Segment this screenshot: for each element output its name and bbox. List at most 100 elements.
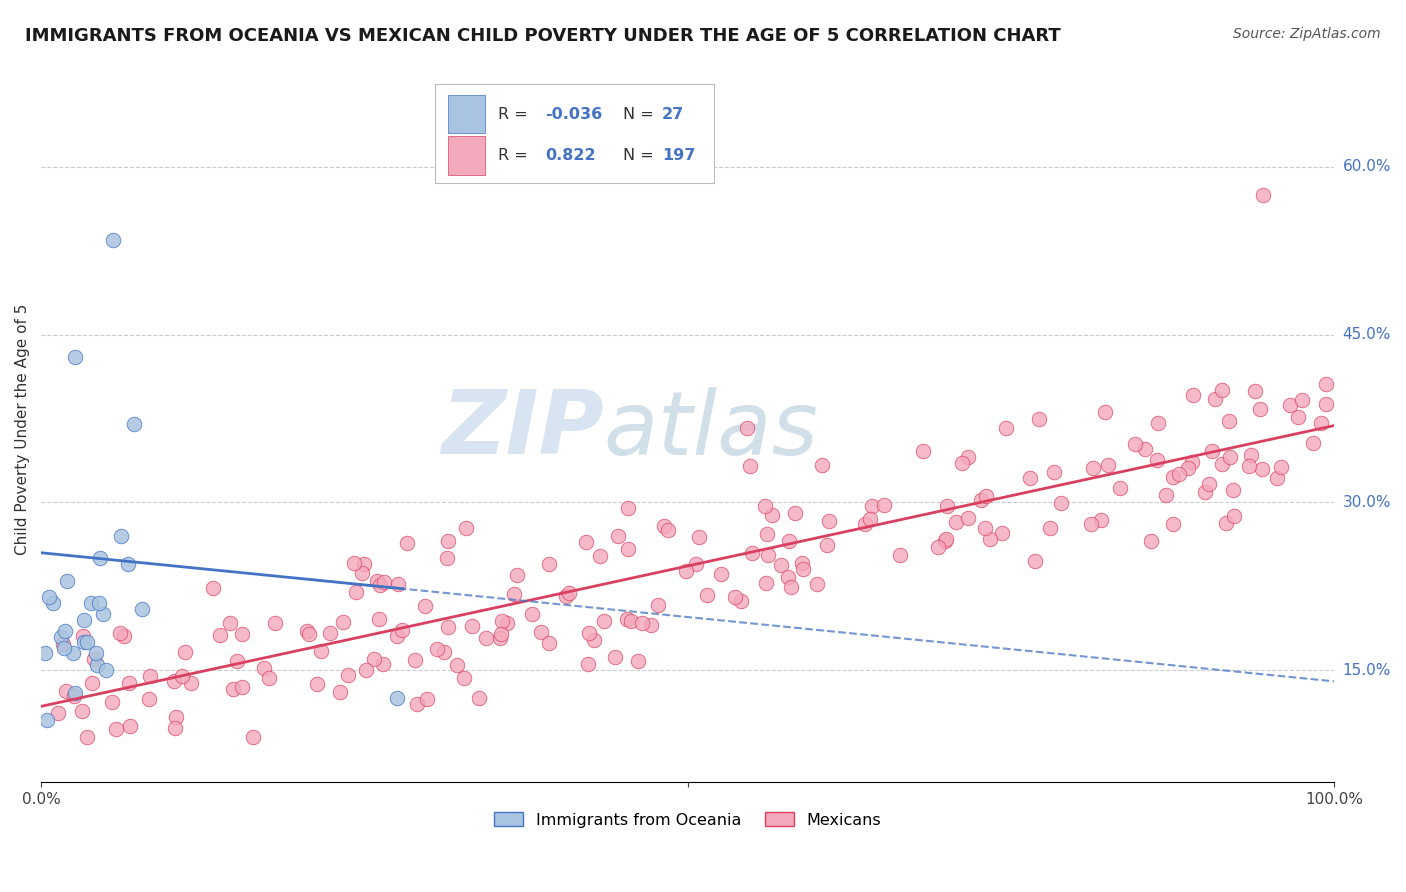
Point (436, 550, 458, 565)
Point (72, 629, 94, 643)
Point (1080, 517, 1102, 532)
Point (231, 680, 253, 694)
Point (112, 629, 135, 643)
Point (52, 637, 75, 651)
Point (413, 599, 436, 613)
Point (815, 538, 838, 552)
FancyBboxPatch shape (436, 85, 713, 183)
Point (756, 548, 779, 562)
Point (1161, 470, 1184, 484)
Point (108, 625, 131, 640)
Point (927, 541, 949, 555)
Point (80, 676, 103, 690)
Point (366, 574, 388, 589)
Point (755, 576, 778, 591)
FancyBboxPatch shape (449, 136, 485, 175)
Point (454, 521, 477, 535)
Point (853, 517, 876, 532)
Point (979, 532, 1001, 546)
Point (242, 731, 264, 745)
Point (950, 456, 973, 470)
Point (1211, 384, 1233, 398)
Point (42, 596, 65, 610)
Point (174, 645, 197, 659)
Point (73, 613, 96, 627)
Point (1244, 384, 1267, 398)
Point (461, 619, 484, 633)
Point (89, 551, 111, 566)
FancyBboxPatch shape (449, 95, 485, 134)
Point (737, 421, 759, 435)
Point (1108, 481, 1130, 495)
Point (934, 534, 956, 549)
Text: N =: N = (623, 106, 659, 121)
Point (91, 607, 114, 622)
Text: IMMIGRANTS FROM OCEANIA VS MEXICAN CHILD POVERTY UNDER THE AGE OF 5 CORRELATION : IMMIGRANTS FROM OCEANIA VS MEXICAN CHILD… (25, 27, 1062, 45)
Point (1291, 392, 1313, 407)
Point (343, 556, 366, 570)
Point (1215, 516, 1237, 530)
Point (936, 500, 959, 514)
Point (582, 632, 605, 647)
Point (165, 721, 187, 735)
Point (117, 557, 139, 571)
Point (974, 520, 997, 534)
Point (396, 535, 419, 549)
Point (1223, 508, 1246, 523)
Point (202, 581, 225, 595)
Point (263, 616, 285, 631)
Point (416, 692, 439, 706)
Point (785, 506, 807, 520)
Point (453, 671, 475, 685)
Point (1180, 455, 1202, 469)
Point (307, 677, 329, 691)
Point (558, 586, 581, 600)
Point (332, 615, 354, 630)
Point (35, 714, 58, 728)
Point (89, 596, 111, 610)
Point (935, 532, 957, 546)
Point (1222, 483, 1244, 497)
Point (138, 691, 160, 706)
Point (354, 663, 377, 677)
Point (1315, 377, 1337, 392)
Point (603, 650, 626, 665)
Point (353, 557, 375, 571)
Point (710, 567, 733, 582)
Point (1049, 495, 1071, 509)
Point (226, 654, 249, 668)
Point (76, 635, 98, 649)
Point (1024, 554, 1046, 568)
Point (1028, 411, 1050, 425)
Point (806, 576, 828, 591)
Point (554, 590, 576, 604)
Point (607, 529, 630, 543)
Text: -0.036: -0.036 (546, 106, 603, 121)
Point (122, 417, 145, 431)
Point (627, 654, 650, 668)
Point (1147, 416, 1170, 430)
Point (1286, 410, 1309, 425)
Point (488, 632, 510, 646)
Point (110, 529, 132, 543)
Point (84, 647, 107, 661)
Point (436, 620, 458, 634)
Point (589, 549, 612, 564)
Point (371, 657, 394, 672)
Point (180, 675, 202, 690)
Point (1097, 458, 1119, 472)
Point (945, 515, 967, 529)
Point (222, 681, 245, 696)
Point (974, 489, 997, 503)
Point (631, 615, 654, 630)
Point (65, 350, 87, 364)
Point (538, 636, 561, 650)
Point (1201, 443, 1223, 458)
Point (1249, 402, 1271, 417)
Point (617, 500, 640, 515)
Point (53, 624, 76, 638)
Text: Source: ZipAtlas.com: Source: ZipAtlas.com (1233, 27, 1381, 41)
Point (104, 722, 127, 736)
Point (1219, 450, 1241, 464)
Text: atlas: atlas (603, 387, 818, 473)
